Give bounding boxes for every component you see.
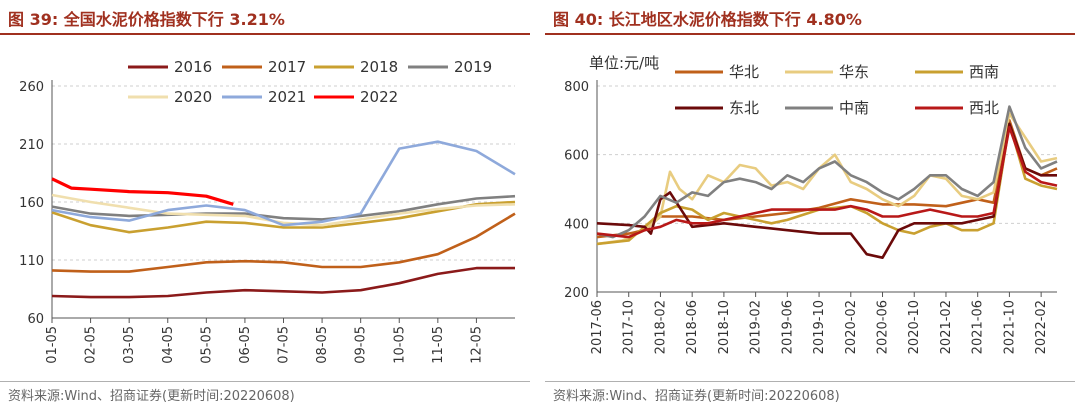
x-tick-label: 2017-10 [622,300,637,354]
x-tick-label: 2020-02 [844,300,859,354]
x-tick-label: 03-05 [122,326,137,364]
x-tick-label: 2021-10 [1002,300,1017,354]
series-line-2017 [51,212,516,273]
right-chart-panel: 图 40: 长江地区水泥价格指数下行 4.80% 200 400 600 800 201… [545,0,1075,416]
x-tick-label: 10-05 [392,326,407,364]
series-line-西北 [596,125,1058,239]
left-chart-panel: 图 39: 全国水泥价格指数下行 3.21% 60 110 160 210 260 01-… [0,0,530,416]
x-tick-label: 2018-10 [717,300,732,354]
left-chart-source: 资料来源:Wind、招商证券(更新时间:20220608) [8,389,295,404]
right-chart-title: 图 40: 长江地区水泥价格指数下行 4.80% [553,10,862,29]
x-tick-label: 12-05 [469,326,484,364]
x-tick-label: 05-05 [199,326,214,364]
right-chart-source: 资料来源:Wind、招商证券(更新时间:20220608) [553,389,840,404]
y-tick-label: 160 [19,196,44,211]
legend-label: 中南 [839,99,869,117]
series-line-2022 [51,177,234,206]
legend-label: 2019 [454,58,492,76]
x-tick-label: 2020-10 [907,300,922,354]
right-title-rule [545,33,1075,35]
x-tick-label: 2021-06 [971,300,986,354]
x-tick-label: 08-05 [315,326,330,364]
x-tick-label: 11-05 [431,326,446,364]
left-title-rule [0,33,530,35]
right-source-rule [545,381,1075,382]
x-tick-label: 09-05 [354,326,369,364]
y-tick-label: 400 [564,217,589,232]
series-line-2016 [51,266,515,299]
y-tick-label: 210 [19,138,44,153]
x-tick-label: 2018-06 [685,300,700,354]
x-tick-label: 06-05 [238,326,253,364]
x-tick-label: 2017-06 [590,300,605,354]
series-line-2018 [51,200,516,234]
legend-label: 西北 [969,99,999,117]
series-line-2020 [51,193,516,227]
series-line-2019 [51,194,516,221]
legend-label: 2022 [360,88,398,106]
y-tick-label: 200 [564,286,589,301]
series-line-中南 [596,105,1058,239]
x-tick-label: 2019-10 [812,300,827,354]
legend-label: 2021 [268,88,306,106]
y-tick-label: 600 [564,149,589,164]
x-tick-label: 01-05 [45,326,60,364]
series-line-东北 [596,122,1057,259]
x-tick-label: 2019-02 [749,300,764,354]
y-tick-label: 800 [564,80,589,95]
y-tick-label: 260 [19,80,44,95]
legend-label: 2017 [268,58,306,76]
series-line-西南 [596,122,1058,246]
x-tick-label: 2022-02 [1034,300,1049,354]
y-tick-label: 60 [27,312,44,327]
y-tick-label: 110 [19,254,44,269]
x-tick-label: 07-05 [277,326,292,364]
left-chart-svg: 60 110 160 210 260 01-05 02-05 03-05 04-05 05-05 0… [19,58,516,364]
legend-label: 2018 [360,58,398,76]
left-source-rule [0,381,530,382]
left-chart-title: 图 39: 全国水泥价格指数下行 3.21% [8,10,285,29]
legend-label: 华北 [729,63,759,81]
x-tick-label: 04-05 [161,326,176,364]
x-tick-label: 02-05 [84,326,99,364]
x-tick-label: 2021-02 [939,300,954,354]
x-tick-label: 2020-06 [876,300,891,354]
series-line-华东 [596,112,1058,246]
series-line-2021 [51,140,516,227]
legend-label: 西南 [969,63,999,81]
x-tick-label: 2019-06 [780,300,795,354]
unit-label: 单位:元/吨 [589,54,659,72]
right-chart-svg: 200 400 600 800 2017-06 2017-10 2018-02 2018-06… [564,54,1058,354]
legend-label: 2016 [174,58,212,76]
legend-label: 华东 [839,63,869,81]
x-tick-label: 2018-02 [653,300,668,354]
series-line-华北 [596,119,1058,239]
legend-label: 东北 [729,99,759,117]
legend-label: 2020 [174,88,212,106]
